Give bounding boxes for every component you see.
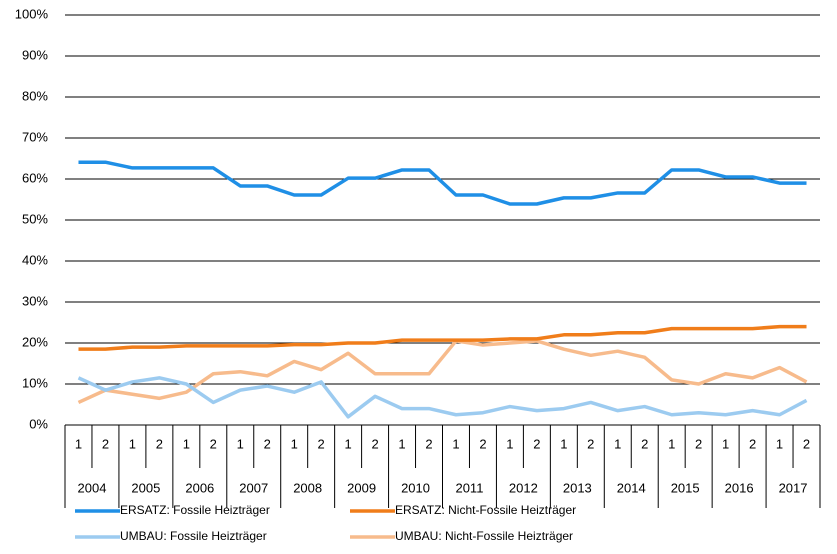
x-group-label: 2008: [293, 480, 322, 495]
x-group-label: 2012: [509, 480, 538, 495]
x-tick-label: 1: [345, 436, 352, 451]
x-tick-label: 1: [398, 436, 405, 451]
y-tick-label: 90%: [22, 47, 48, 62]
x-group-label: 2015: [671, 480, 700, 495]
legend-label: ERSATZ: Fossile Heizträger: [120, 503, 270, 517]
x-tick-label: 1: [237, 436, 244, 451]
x-group-label: 2009: [347, 480, 376, 495]
x-tick-label: 1: [452, 436, 459, 451]
x-tick-label: 1: [776, 436, 783, 451]
y-tick-label: 10%: [22, 375, 48, 390]
x-tick-label: 1: [291, 436, 298, 451]
y-tick-label: 70%: [22, 129, 48, 144]
y-tick-label: 50%: [22, 211, 48, 226]
y-tick-label: 20%: [22, 334, 48, 349]
x-tick-label: 2: [695, 436, 702, 451]
y-tick-label: 40%: [22, 252, 48, 267]
x-group-label: 2004: [78, 480, 107, 495]
x-group-label: 2005: [131, 480, 160, 495]
x-group-label: 2006: [185, 480, 214, 495]
x-group-label: 2010: [401, 480, 430, 495]
x-tick-label: 2: [371, 436, 378, 451]
x-tick-label: 1: [75, 436, 82, 451]
y-tick-label: 0%: [29, 416, 48, 431]
series-line: [78, 324, 807, 351]
x-tick-label: 2: [264, 436, 271, 451]
y-tick-label: 100%: [15, 6, 49, 21]
x-group-label: 2007: [239, 480, 268, 495]
x-tick-label: 1: [506, 436, 513, 451]
x-tick-label: 1: [560, 436, 567, 451]
x-tick-label: 2: [479, 436, 486, 451]
x-tick-label: 2: [803, 436, 810, 451]
x-group-label: 2013: [563, 480, 592, 495]
x-tick-label: 2: [102, 436, 109, 451]
x-tick-label: 2: [425, 436, 432, 451]
series-line: [77, 376, 808, 419]
series-line: [77, 339, 808, 405]
x-group-label: 2017: [779, 480, 808, 495]
legend-label: UMBAU: Nicht-Fossile Heizträger: [395, 529, 573, 543]
x-tick-label: 1: [668, 436, 675, 451]
x-tick-label: 1: [722, 436, 729, 451]
x-tick-label: 1: [183, 436, 190, 451]
x-group-label: 2011: [455, 480, 483, 495]
y-tick-label: 60%: [22, 170, 48, 185]
x-tick-label: 1: [129, 436, 136, 451]
y-tick-label: 80%: [22, 88, 48, 103]
legend-label: ERSATZ: Nicht-Fossile Heizträger: [395, 503, 576, 517]
x-tick-label: 2: [587, 436, 594, 451]
legend-label: UMBAU: Fossile Heizträger: [120, 529, 267, 543]
x-tick-label: 2: [318, 436, 325, 451]
x-group-label: 2016: [725, 480, 754, 495]
x-group-label: 2014: [617, 480, 646, 495]
y-tick-label: 30%: [22, 293, 48, 308]
x-tick-label: 2: [749, 436, 756, 451]
x-tick-label: 2: [533, 436, 540, 451]
x-tick-label: 2: [641, 436, 648, 451]
x-tick-label: 2: [210, 436, 217, 451]
x-tick-label: 2: [156, 436, 163, 451]
x-tick-label: 1: [614, 436, 621, 451]
series-line: [78, 160, 807, 206]
